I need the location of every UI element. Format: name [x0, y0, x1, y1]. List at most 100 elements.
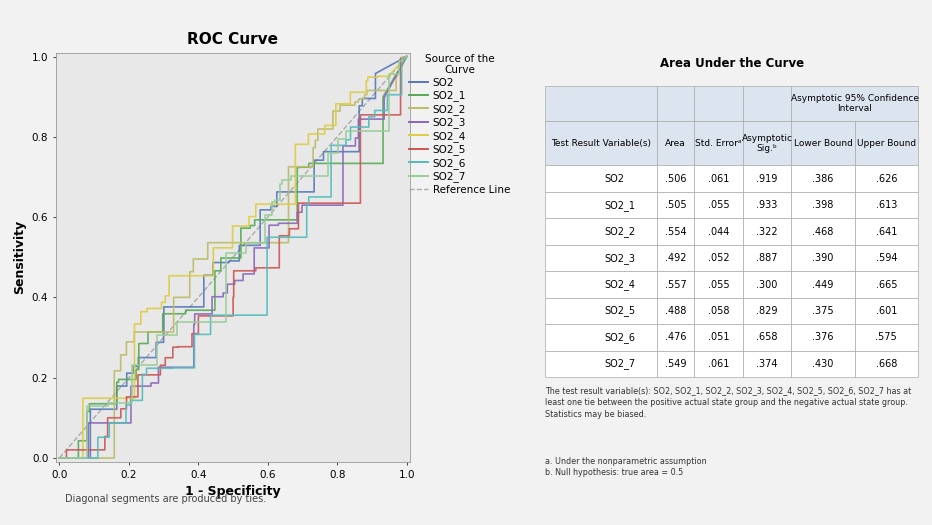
Bar: [791, 245, 855, 271]
Text: .374: .374: [756, 359, 778, 369]
Bar: [855, 245, 918, 271]
Bar: [657, 192, 694, 218]
Text: .476: .476: [665, 332, 687, 342]
Text: .375: .375: [812, 306, 834, 316]
Bar: [657, 351, 694, 377]
Bar: [743, 245, 791, 271]
Text: Std. Errorᵃ: Std. Errorᵃ: [695, 139, 742, 148]
Bar: [791, 298, 855, 324]
Bar: [545, 165, 657, 192]
Text: .390: .390: [813, 253, 833, 263]
Text: SO2_7: SO2_7: [605, 359, 636, 370]
Text: .468: .468: [813, 227, 833, 237]
Text: .919: .919: [757, 174, 777, 184]
Text: SO2_2: SO2_2: [605, 226, 636, 237]
Text: .933: .933: [757, 200, 777, 210]
Text: Asymptotic 95% Confidence
Interval: Asymptotic 95% Confidence Interval: [790, 94, 919, 113]
Text: .051: .051: [707, 332, 730, 342]
Bar: [791, 351, 855, 377]
Bar: [855, 298, 918, 324]
Text: .052: .052: [707, 253, 730, 263]
Bar: [657, 86, 694, 121]
Bar: [657, 298, 694, 324]
Bar: [694, 121, 743, 165]
Bar: [694, 218, 743, 245]
Text: .626: .626: [875, 174, 898, 184]
Text: .488: .488: [665, 306, 686, 316]
Text: SO2_3: SO2_3: [605, 253, 636, 264]
Text: .557: .557: [665, 279, 687, 290]
Text: Diagonal segments are produced by ties.: Diagonal segments are produced by ties.: [65, 494, 267, 504]
Bar: [791, 86, 918, 121]
Bar: [855, 218, 918, 245]
Text: SO2_6: SO2_6: [605, 332, 636, 343]
Text: .055: .055: [707, 200, 730, 210]
Text: .829: .829: [756, 306, 778, 316]
Bar: [694, 351, 743, 377]
Text: .492: .492: [665, 253, 687, 263]
Text: Test Result Variable(s): Test Result Variable(s): [551, 139, 651, 148]
Bar: [791, 192, 855, 218]
Text: .575: .575: [875, 332, 898, 342]
Text: .601: .601: [876, 306, 897, 316]
Bar: [743, 271, 791, 298]
Text: .668: .668: [876, 359, 897, 369]
Text: .058: .058: [707, 306, 730, 316]
Bar: [545, 324, 657, 351]
Bar: [545, 271, 657, 298]
Bar: [694, 192, 743, 218]
Text: .398: .398: [813, 200, 833, 210]
Text: .449: .449: [813, 279, 833, 290]
Text: SO2_4: SO2_4: [605, 279, 636, 290]
Y-axis label: Sensitivity: Sensitivity: [13, 220, 26, 295]
Text: .430: .430: [813, 359, 833, 369]
Text: .594: .594: [875, 253, 898, 263]
Bar: [657, 271, 694, 298]
Bar: [743, 351, 791, 377]
Title: ROC Curve: ROC Curve: [187, 32, 279, 47]
Bar: [545, 86, 657, 121]
Bar: [657, 245, 694, 271]
Bar: [743, 86, 791, 121]
Bar: [743, 165, 791, 192]
Text: .322: .322: [756, 227, 778, 237]
Bar: [545, 121, 657, 165]
Bar: [694, 324, 743, 351]
Text: .549: .549: [665, 359, 687, 369]
Text: SO2_1: SO2_1: [605, 200, 636, 211]
Bar: [855, 351, 918, 377]
Text: .887: .887: [756, 253, 778, 263]
Text: .658: .658: [756, 332, 778, 342]
Bar: [694, 86, 743, 121]
Text: .506: .506: [665, 174, 687, 184]
Text: .505: .505: [665, 200, 687, 210]
Text: .055: .055: [707, 279, 730, 290]
Bar: [545, 192, 657, 218]
Text: SO2_5: SO2_5: [605, 306, 636, 317]
Bar: [743, 324, 791, 351]
Text: .061: .061: [708, 174, 729, 184]
Bar: [791, 218, 855, 245]
Bar: [657, 324, 694, 351]
Bar: [855, 192, 918, 218]
Bar: [743, 121, 791, 165]
Bar: [743, 298, 791, 324]
Bar: [545, 298, 657, 324]
Bar: [855, 165, 918, 192]
Bar: [791, 121, 855, 165]
Text: .641: .641: [876, 227, 897, 237]
Bar: [855, 121, 918, 165]
Bar: [694, 271, 743, 298]
Bar: [694, 245, 743, 271]
Bar: [545, 218, 657, 245]
Bar: [545, 245, 657, 271]
Bar: [791, 271, 855, 298]
Text: .044: .044: [708, 227, 729, 237]
Legend: SO2, SO2_1, SO2_2, SO2_3, SO2_4, SO2_5, SO2_6, SO2_7, Reference Line: SO2, SO2_1, SO2_2, SO2_3, SO2_4, SO2_5, …: [409, 54, 510, 195]
Bar: [743, 218, 791, 245]
Text: Lower Bound: Lower Bound: [793, 139, 853, 148]
Text: .554: .554: [665, 227, 687, 237]
Text: Upper Bound: Upper Bound: [857, 139, 916, 148]
Bar: [743, 192, 791, 218]
Text: .061: .061: [708, 359, 729, 369]
